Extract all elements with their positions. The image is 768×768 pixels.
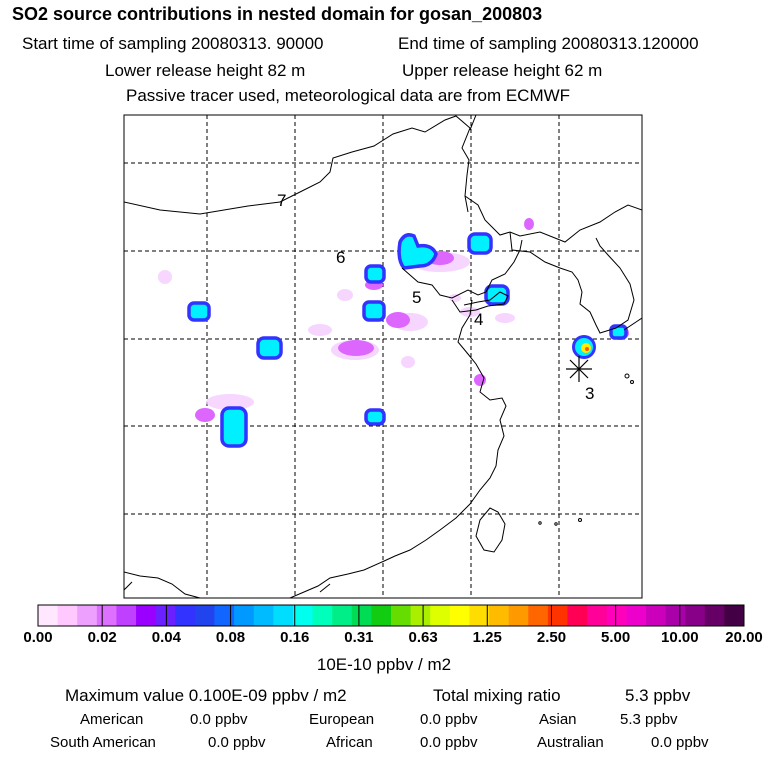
- map-frame: [123, 114, 643, 599]
- colorbar-tick-label: 20.00: [725, 629, 763, 646]
- colorbar-swatch: [508, 605, 529, 626]
- map-panel: 7 6 5 4 3: [123, 114, 643, 599]
- colorbar-swatch: [469, 605, 490, 626]
- region-asian-value: 5.3 ppbv: [620, 711, 678, 728]
- colorbar-tick-label: 2.50: [536, 629, 567, 646]
- colorbar-swatch: [77, 605, 98, 626]
- colorbar-tick-label: 0.31: [344, 629, 374, 646]
- label-3: 3: [585, 384, 594, 403]
- region-asian-name: Asian: [539, 711, 577, 728]
- colorbar-frame: [37, 604, 745, 627]
- label-5: 5: [412, 288, 421, 307]
- coastlines: [124, 115, 642, 598]
- colorbar-swatch: [175, 605, 196, 626]
- region-south-american-value: 0.0 ppbv: [208, 734, 266, 751]
- colorbar-tick-label: 0.16: [280, 629, 310, 646]
- colorbar-swatch: [449, 605, 470, 626]
- region-american-value: 0.0 ppbv: [190, 711, 248, 728]
- colorbar-swatch: [116, 605, 137, 626]
- colorbar-swatch: [371, 605, 392, 626]
- region-american-name: American: [80, 711, 144, 728]
- colorbar-tick-label: 0.08: [215, 629, 246, 646]
- colorbar-tick-label: 10.00: [661, 629, 699, 646]
- colorbar-swatch: [724, 605, 745, 626]
- region-australian-value: 0.0 ppbv: [651, 734, 709, 751]
- total-mixing-label: Total mixing ratio: [433, 686, 561, 705]
- map-title: SO2 source contributions in nested domai…: [12, 4, 543, 24]
- colorbar-swatch: [626, 605, 647, 626]
- colorbar-swatch: [567, 605, 588, 626]
- colorbar-tick-label: 0.02: [87, 629, 117, 646]
- label-4: 4: [474, 310, 483, 329]
- region-african-value: 0.0 ppbv: [420, 734, 478, 751]
- colorbar-swatch: [410, 605, 431, 626]
- colorbar-swatch: [214, 605, 235, 626]
- end-time: End time of sampling 20080313.120000: [398, 34, 699, 53]
- colorbar-swatch: [430, 605, 451, 626]
- colorbar-swatch: [136, 605, 157, 626]
- colorbar-swatch: [332, 605, 353, 626]
- total-mixing-value: 5.3 ppbv: [625, 686, 691, 705]
- region-australian-name: Australian: [537, 734, 604, 751]
- region-african-name: African: [326, 734, 373, 751]
- colorbar-tick-label: 0.00: [23, 629, 53, 646]
- colorbar-tick-label: 0.63: [408, 629, 438, 646]
- receptor-marker: [566, 356, 592, 382]
- colorbar-swatch: [292, 605, 314, 626]
- colorbar-tick-label: 0.04: [151, 629, 181, 646]
- lat-lon-grid: [124, 115, 642, 598]
- label-7: 7: [277, 191, 286, 210]
- colorbar-swatch: [704, 605, 725, 626]
- label-6: 6: [336, 248, 345, 267]
- colorbar-swatch: [587, 605, 608, 626]
- colorbar-unit: 10E-10 ppbv / m2: [316, 655, 452, 674]
- colorbar-swatch: [253, 605, 274, 626]
- colorbar-swatch: [489, 605, 510, 626]
- colorbar-swatch: [606, 605, 627, 626]
- concentration-field: [158, 218, 629, 448]
- colorbar-swatch: [351, 605, 372, 626]
- max-value: Maximum value 0.100E-09 ppbv / m2: [65, 686, 347, 705]
- colorbar-swatch: [547, 605, 568, 626]
- colorbar: [37, 604, 745, 627]
- colorbar-swatch: [155, 605, 176, 626]
- colorbar-swatch: [685, 605, 706, 626]
- colorbar-swatch: [38, 605, 59, 626]
- colorbar-swatch: [645, 605, 667, 626]
- colorbar-swatch: [194, 605, 215, 626]
- colorbar-swatch: [391, 605, 412, 626]
- colorbar-swatch: [528, 605, 549, 626]
- upper-release-height: Upper release height 62 m: [402, 61, 603, 80]
- colorbar-swatch: [234, 605, 255, 626]
- colorbar-swatch: [57, 605, 78, 626]
- region-european-value: 0.0 ppbv: [420, 711, 478, 728]
- colorbar-swatch: [665, 605, 686, 626]
- lower-release-height: Lower release height 82 m: [105, 61, 306, 80]
- colorbar-swatch: [96, 605, 117, 626]
- region-south-american-name: South American: [50, 734, 156, 751]
- region-european-name: European: [309, 711, 375, 728]
- colorbar-tick-label: 1.25: [472, 629, 502, 646]
- colorbar-swatch: [312, 605, 333, 626]
- tracer-note: Passive tracer used, meteorological data…: [126, 86, 571, 105]
- colorbar-tick-label: 5.00: [601, 629, 631, 646]
- start-time: Start time of sampling 20080313. 90000: [22, 34, 324, 53]
- colorbar-swatch: [273, 605, 294, 626]
